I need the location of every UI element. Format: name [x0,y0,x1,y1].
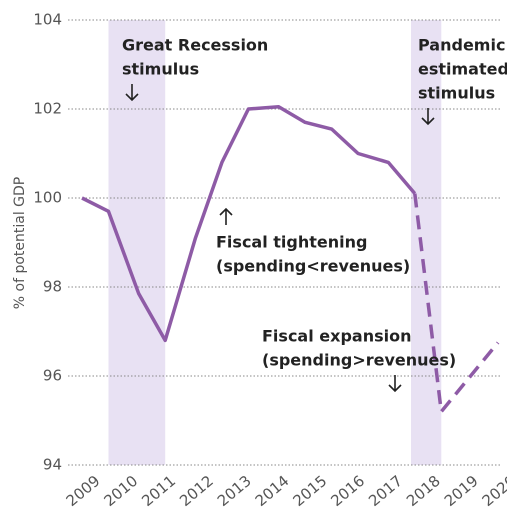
x-tick-label: 2020 [479,472,507,509]
data-line [413,193,500,414]
y-tick-label: 98 [43,278,62,296]
y-tick-label: 100 [33,189,62,207]
annotation: Pandemic [418,36,505,55]
annotation: stimulus [122,60,199,79]
x-tick-label: 2014 [252,472,293,509]
y-axis-label: % of potential GDP [12,177,28,310]
annotation: (spending>revenues) [262,351,456,370]
x-tick-label: 2018 [403,472,444,509]
y-tick-label: 102 [33,100,62,118]
annotation-arrow [219,207,233,225]
x-tick-label: 2016 [327,472,368,509]
x-tick-label: 2015 [290,472,331,509]
annotation: estimated [418,60,507,79]
x-tick-label: 2011 [138,472,179,509]
y-tick-label: 96 [43,367,62,385]
annotation-arrow [125,84,139,102]
annotation: (spending<revenues) [216,257,410,276]
x-tick-label: 2010 [100,472,141,509]
shaded-band [108,20,166,465]
y-tick-label: 104 [33,11,62,29]
x-tick-label: 2012 [176,472,217,509]
annotation-arrow [388,375,402,393]
annotation: Fiscal expansion [262,327,411,346]
annotation: Great Recession [122,36,268,55]
x-tick-label: 2009 [63,472,104,509]
annotation-arrow [421,108,435,126]
shaded-band [411,20,442,465]
y-tick-label: 94 [43,456,62,474]
data-line [81,105,417,343]
x-tick-label: 2019 [441,472,482,509]
x-tick-label: 2017 [365,472,406,509]
annotation: Fiscal tightening [216,233,367,252]
x-tick-label: 2013 [214,472,255,509]
annotation: stimulus [418,84,495,103]
